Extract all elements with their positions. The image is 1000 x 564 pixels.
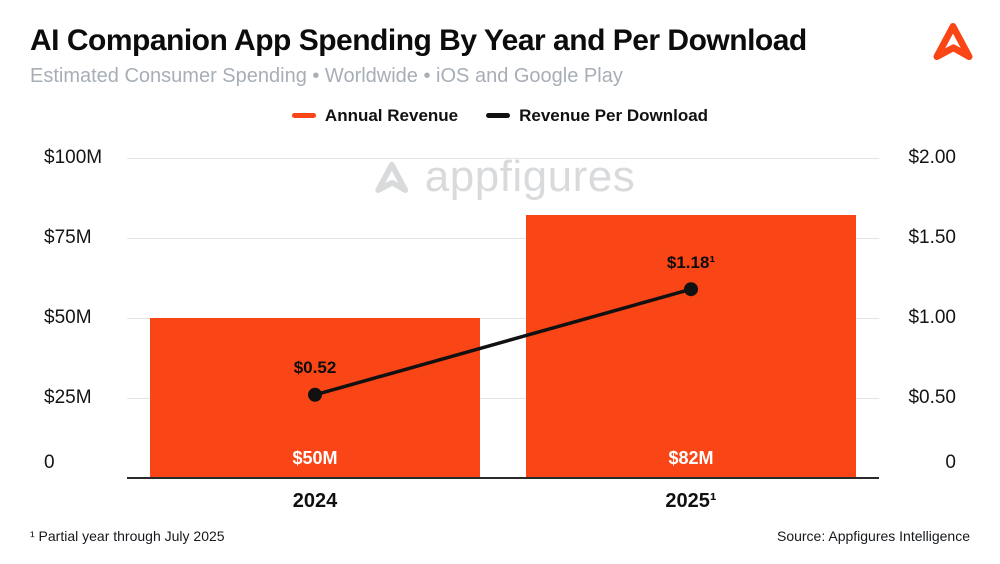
- legend-item-revenue-per-download: Revenue Per Download: [486, 106, 708, 126]
- watermark-text: appfigures: [424, 151, 636, 201]
- left-axis-tick: $100M: [44, 146, 103, 168]
- right-axis-tick: $2.00: [908, 146, 956, 168]
- revenue-per-download-swatch-icon: [486, 113, 511, 118]
- x-axis-labels: 2024 2025¹: [127, 478, 879, 520]
- legend-label-annual-revenue: Annual Revenue: [324, 105, 459, 125]
- left-axis-tick: $75M: [44, 226, 92, 248]
- appfigures-watermark-logo-icon: [375, 161, 409, 193]
- plot-area: appfigures $50M $82M $0.52 $1.18¹: [127, 152, 879, 479]
- x-axis-label-2025¹: 2025¹: [665, 489, 717, 512]
- header: AI Companion App Spending By Year and Pe…: [30, 23, 973, 88]
- x-axis-label-2024: 2024: [292, 489, 338, 512]
- watermark: appfigures: [371, 152, 635, 202]
- page-subtitle: Estimated Consumer Spending • Worldwide …: [30, 64, 623, 87]
- bar-value-label: $82M: [668, 447, 714, 468]
- legend: Annual Revenue Revenue Per Download: [30, 106, 970, 126]
- spacer: [30, 478, 114, 520]
- left-axis: 0 $25M $50M $75M $100M: [30, 147, 114, 478]
- appfigures-logo-icon: [933, 23, 973, 61]
- gridline: [127, 157, 879, 159]
- right-axis-tick: $1.50: [908, 226, 956, 248]
- footer: ¹ Partial year through July 2025 Source:…: [30, 528, 970, 544]
- annual-revenue-swatch-icon: [291, 113, 316, 118]
- source-attribution: Source: Appfigures Intelligence: [776, 527, 970, 544]
- spacer: [892, 478, 970, 520]
- bar-value-label: $50M: [292, 447, 338, 468]
- page-title: AI Companion App Spending By Year and Pe…: [30, 24, 807, 57]
- left-axis-tick: $50M: [44, 306, 92, 328]
- gridline: [127, 397, 879, 399]
- chart: 0 $25M $50M $75M $100M appfigures $50M $82M $0…: [30, 147, 970, 520]
- x-axis-baseline: [127, 476, 879, 479]
- left-axis-tick: $25M: [44, 386, 92, 408]
- bar-2024: $50M: [149, 317, 481, 478]
- legend-item-annual-revenue: Annual Revenue: [291, 105, 459, 126]
- left-axis-tick: 0: [44, 451, 55, 473]
- point-value-label: $0.52: [293, 358, 337, 378]
- legend-label-revenue-per-download: Revenue Per Download: [519, 105, 709, 125]
- footnote: ¹ Partial year through July 2025: [30, 527, 225, 544]
- right-axis-tick: 0: [945, 451, 956, 473]
- point-value-label: $1.18¹: [666, 252, 716, 272]
- right-axis-tick: $1.00: [908, 306, 956, 328]
- right-axis-tick: $0.50: [908, 386, 956, 408]
- right-axis: 0 $0.50 $1.00 $1.50 $2.00: [892, 147, 970, 478]
- gridline: [127, 237, 879, 239]
